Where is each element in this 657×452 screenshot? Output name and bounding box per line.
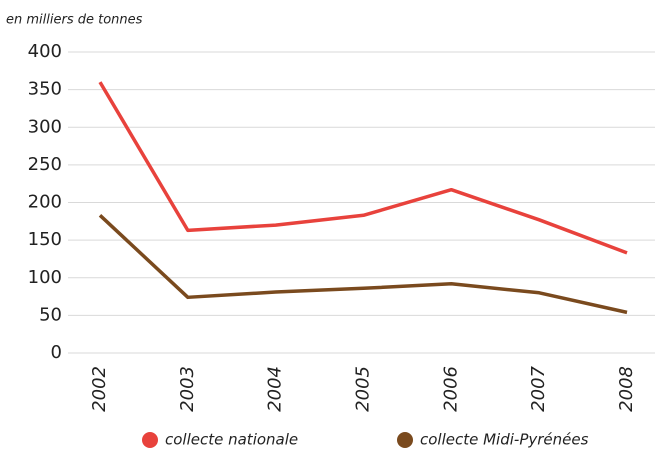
series-line xyxy=(98,214,628,315)
legend-marker xyxy=(142,432,158,448)
legend-label: collecte Midi-Pyrénées xyxy=(420,431,589,449)
x-tick-label: 2003 xyxy=(177,366,198,412)
y-tick-label: 300 xyxy=(28,116,62,137)
x-tick-label: 2007 xyxy=(528,365,549,411)
x-tick-label: 2006 xyxy=(440,366,461,412)
legend-label: collecte nationale xyxy=(165,431,298,449)
series-line xyxy=(98,81,628,255)
y-tick-label: 0 xyxy=(51,342,62,363)
y-tick-label: 150 xyxy=(28,229,62,250)
x-tick-label: 2008 xyxy=(616,366,637,412)
y-axis-label: en milliers de tonnes xyxy=(6,13,143,28)
y-tick-label: 100 xyxy=(28,267,62,288)
y-tick-label: 250 xyxy=(28,154,62,175)
y-tick-label: 50 xyxy=(39,304,62,325)
y-tick-label: 350 xyxy=(28,79,62,100)
y-tick-label: 200 xyxy=(28,192,62,213)
x-tick-label: 2002 xyxy=(89,366,110,412)
y-tick-label: 400 xyxy=(28,41,62,62)
legend-marker xyxy=(397,432,413,448)
x-tick-label: 2004 xyxy=(265,366,286,412)
x-tick-label: 2005 xyxy=(353,366,374,412)
